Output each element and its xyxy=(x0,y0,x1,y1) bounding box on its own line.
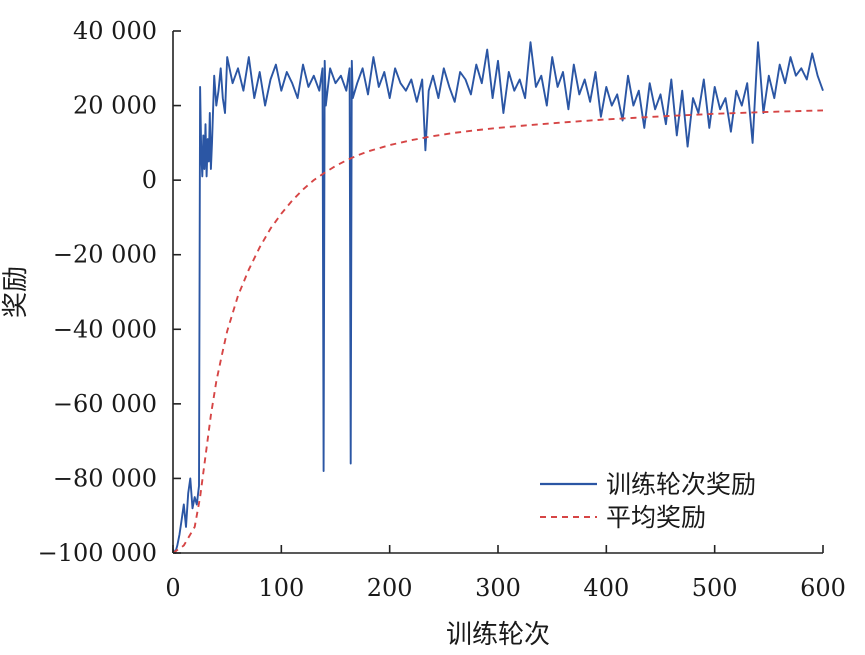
x-tick-label: 600 xyxy=(800,574,846,602)
x-tick-label: 500 xyxy=(692,574,738,602)
legend-label-average: 平均奖励 xyxy=(606,503,706,532)
y-tick-label: −60 000 xyxy=(53,390,157,418)
plot-lines xyxy=(172,41,824,554)
y-tick-label: 0 xyxy=(142,166,157,194)
series-line-episode-reward xyxy=(172,41,824,554)
y-tick-label: 40 000 xyxy=(73,17,157,45)
y-tick-label: −40 000 xyxy=(53,315,157,343)
x-tick-label: 300 xyxy=(475,574,521,602)
x-axis-title: 训练轮次 xyxy=(446,620,550,650)
y-axis-title: 奖励 xyxy=(1,266,31,318)
x-tick-label: 0 xyxy=(165,574,180,602)
y-tick-label: −80 000 xyxy=(53,464,157,492)
y-tick-label: −20 000 xyxy=(53,241,157,269)
y-tick-label: −100 000 xyxy=(38,539,157,567)
series-line-average-reward xyxy=(172,109,824,554)
x-tick-label: 100 xyxy=(258,574,304,602)
x-ticks: 0 100 200 300 400 500 600 xyxy=(165,545,846,602)
legend: 训练轮次奖励 平均奖励 xyxy=(540,470,756,532)
legend-label-reward: 训练轮次奖励 xyxy=(606,470,756,499)
y-ticks: 40 000 20 000 0 −20 000 −40 000 −60 000 −80 00… xyxy=(38,17,181,567)
x-tick-label: 200 xyxy=(367,574,413,602)
x-tick-label: 400 xyxy=(583,574,629,602)
y-tick-label: 20 000 xyxy=(73,92,157,120)
